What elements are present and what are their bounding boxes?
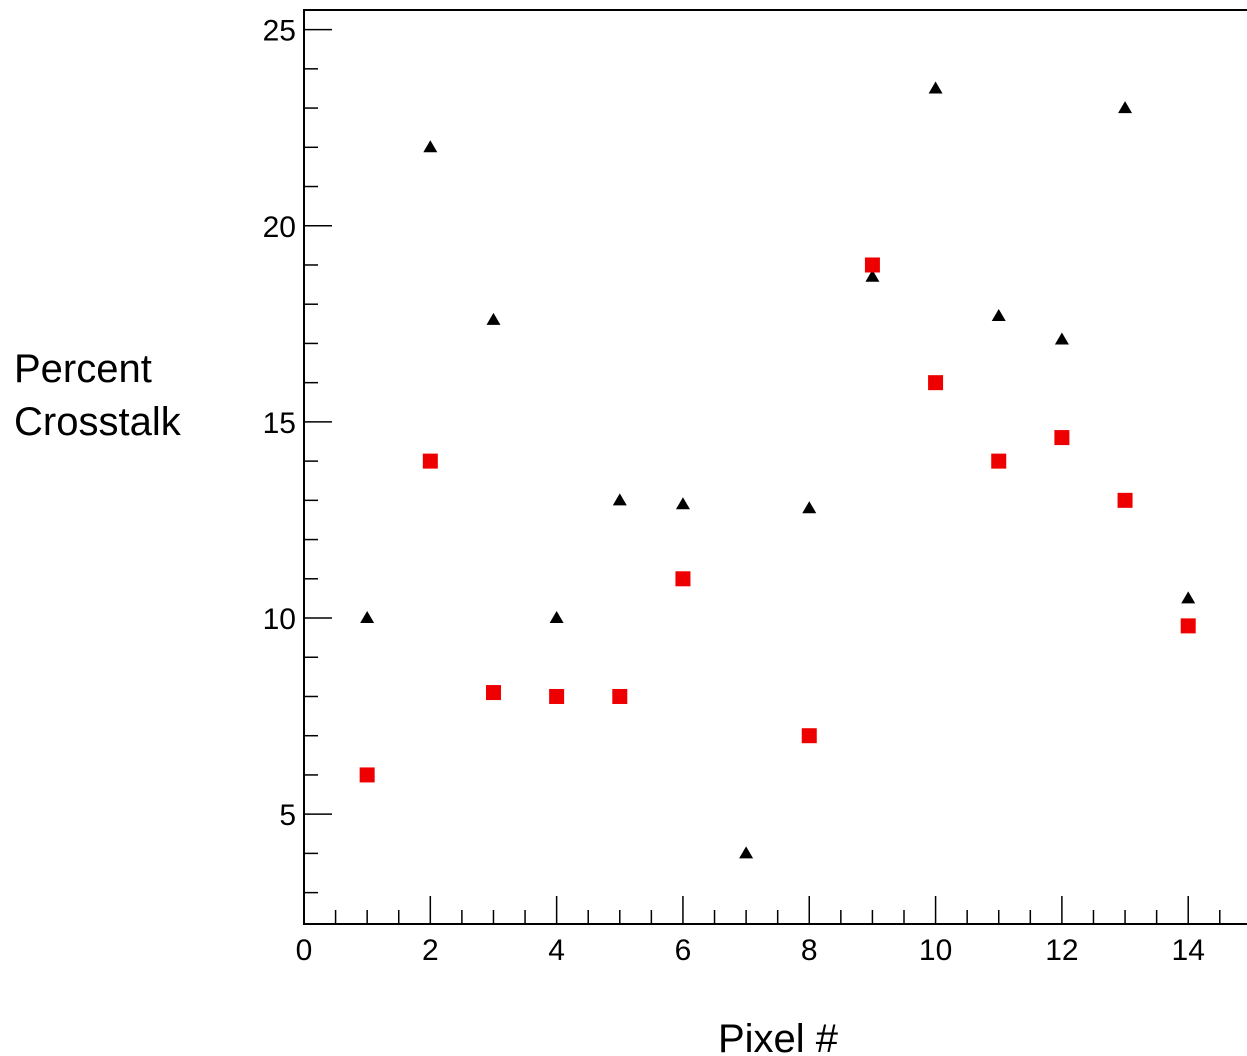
y-tick-label: 10 [263, 603, 296, 636]
square-data-point [1054, 430, 1070, 446]
x-tick-label: 0 [296, 934, 313, 967]
plot-frame [303, 9, 1247, 925]
square-data-point [1117, 492, 1133, 508]
triangle-data-point [360, 611, 375, 624]
square-data-point [864, 257, 880, 273]
triangle-data-point [612, 493, 627, 506]
triangle-data-point [486, 312, 501, 325]
square-data-point [1180, 618, 1196, 634]
square-data-point [928, 375, 944, 391]
triangle-data-point [1118, 101, 1133, 114]
square-data-point [422, 453, 438, 469]
triangle-data-point [865, 269, 880, 282]
data-points [359, 81, 1196, 859]
x-axis-title: Pixel # [718, 1017, 839, 1056]
triangle-data-point [739, 846, 754, 859]
x-tick-label: 4 [548, 934, 565, 967]
square-data-point [359, 767, 375, 783]
y-tick-label: 5 [279, 799, 296, 832]
x-tick-label: 12 [1045, 934, 1078, 967]
y-axis-title-line-1: Percent [14, 347, 152, 391]
triangle-data-point [675, 497, 690, 510]
square-data-point [801, 728, 817, 744]
y-tick-label: 25 [263, 15, 296, 48]
triangle-data-point [802, 501, 817, 514]
triangle-data-point [423, 140, 438, 153]
triangle-data-point [928, 81, 943, 94]
triangle-data-point [991, 308, 1006, 321]
square-data-point [485, 685, 501, 701]
x-tick-label: 2 [422, 934, 439, 967]
triangle-data-point [1181, 591, 1196, 604]
x-tick-label: 6 [675, 934, 692, 967]
triangle-data-point [549, 611, 564, 624]
y-axis-title-line-2: Crosstalk [14, 400, 182, 444]
square-data-point [612, 688, 628, 704]
x-axis: 0 2 4 6 8 10 12 14 [296, 896, 1221, 967]
y-tick-label: 15 [263, 407, 296, 440]
square-data-point [549, 688, 565, 704]
square-data-point [991, 453, 1007, 469]
x-tick-label: 10 [919, 934, 952, 967]
triangle-data-point [1054, 332, 1069, 345]
x-tick-label: 14 [1172, 934, 1205, 967]
square-data-point [675, 571, 691, 587]
y-tick-label: 20 [263, 211, 296, 244]
y-axis: 5 10 15 20 25 [263, 15, 332, 894]
x-tick-label: 8 [801, 934, 818, 967]
